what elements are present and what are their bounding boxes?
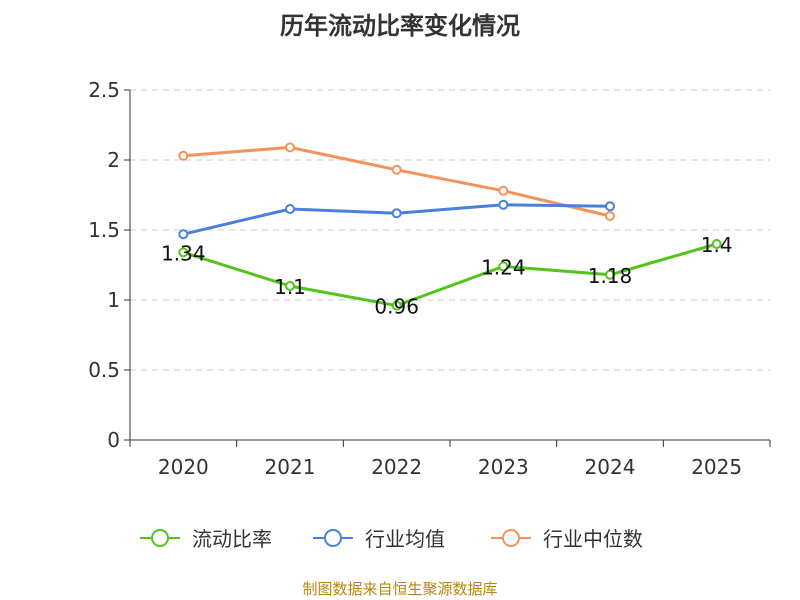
data-point: [178, 150, 189, 161]
data-point: [391, 300, 402, 311]
data-point: [605, 211, 615, 221]
data-point: [285, 142, 295, 153]
y-tick-label: 0: [107, 428, 120, 452]
data-label: 1.1: [274, 275, 306, 299]
data-point: [711, 239, 722, 249]
legend-label: 行业中位数: [543, 527, 643, 551]
legend-swatch-marker: [502, 529, 520, 547]
data-point: [285, 281, 295, 291]
data-point: [391, 208, 402, 219]
chart-title: 历年流动比率变化情况: [280, 12, 520, 40]
data-point: [498, 261, 509, 272]
data-point: [498, 185, 509, 196]
x-tick-label: 2021: [265, 455, 316, 479]
legend-label: 行业均值: [365, 527, 445, 551]
legend-label: 流动比率: [192, 527, 272, 551]
data-point: [285, 204, 295, 214]
data-label: 1.24: [481, 255, 526, 279]
data-label: 1.34: [161, 241, 206, 265]
data-point: [605, 269, 615, 280]
legend-swatch-marker: [324, 529, 342, 547]
y-tick-label: 0.5: [88, 358, 120, 382]
legend-swatch-marker: [151, 529, 169, 547]
data-point: [498, 199, 509, 210]
x-tick-label: 2024: [585, 455, 636, 479]
data-label: 1.18: [588, 264, 633, 288]
x-tick-label: 2022: [371, 455, 422, 479]
data-point: [178, 247, 189, 258]
x-tick-label: 2023: [478, 455, 529, 479]
data-label: 0.96: [374, 295, 419, 319]
legend-item: 流动比率: [140, 527, 272, 551]
x-tick-label: 2025: [691, 455, 742, 479]
data-source-note: 制图数据来自恒生聚源数据库: [302, 580, 498, 598]
legend-item: 行业均值: [313, 527, 445, 551]
legend-item: 行业中位数: [491, 527, 643, 551]
data-point: [605, 201, 615, 212]
y-tick-label: 2.5: [88, 78, 120, 102]
data-label: 1.4: [701, 233, 733, 257]
y-tick-label: 1: [107, 288, 120, 312]
series-line: [182, 242, 718, 308]
data-point: [391, 164, 402, 175]
y-tick-label: 2: [107, 148, 120, 172]
data-point: [178, 229, 189, 240]
x-tick-label: 2020: [158, 455, 209, 479]
y-tick-label: 1.5: [88, 218, 120, 242]
